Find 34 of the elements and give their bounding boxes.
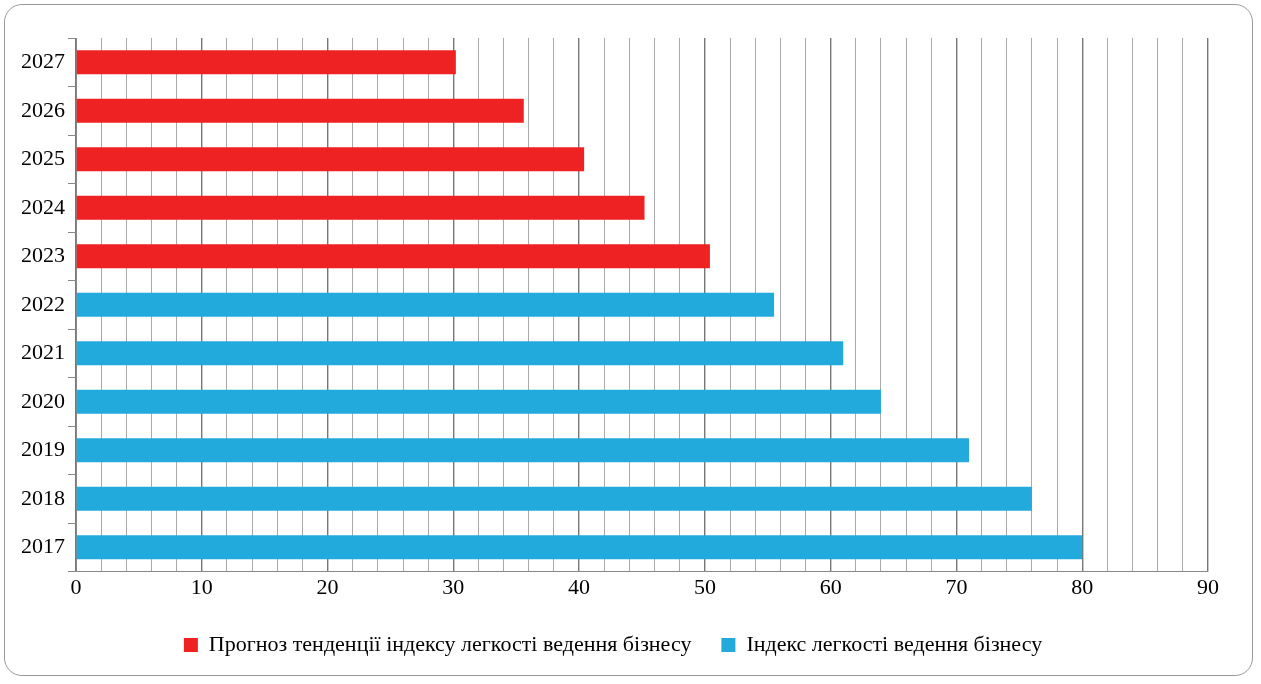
y-tick-label: 2025 [21,145,65,171]
bar [76,341,844,366]
bar [76,486,1032,511]
y-tick-label: 2020 [21,387,65,413]
y-tick-label: 2027 [21,48,65,74]
bar [76,98,524,123]
x-tick-label: 50 [693,573,716,599]
x-tick-label: 80 [1071,573,1094,599]
bar [76,292,775,317]
x-tick-label: 90 [1197,573,1219,599]
legend-label: Прогноз тенденції індексу легкості ведення бізнесу [208,630,692,656]
x-tick-label: 60 [819,573,842,599]
y-tick-label: 2021 [21,339,65,365]
bar [76,389,881,414]
y-tick-label: 2019 [21,436,65,462]
x-tick-label: 10 [190,573,213,599]
bar [76,535,1083,560]
legend-label: Індекс легкості ведення бізнесу [746,630,1043,656]
bar [76,50,456,75]
bar [76,438,970,463]
y-tick-label: 2024 [21,193,65,219]
x-tick-label: 0 [70,573,82,599]
bar [76,147,585,172]
y-tick-label: 2018 [21,484,65,510]
x-tick-label: 70 [945,573,968,599]
y-tick-label: 2026 [21,96,65,122]
bar [76,244,710,269]
x-tick-label: 40 [568,573,591,599]
bar [76,195,645,220]
x-tick-label: 30 [442,573,465,599]
y-tick-label: 2023 [21,242,65,268]
y-tick-label: 2017 [21,533,65,559]
x-tick-label: 20 [316,573,339,599]
y-tick-label: 2022 [21,290,65,316]
